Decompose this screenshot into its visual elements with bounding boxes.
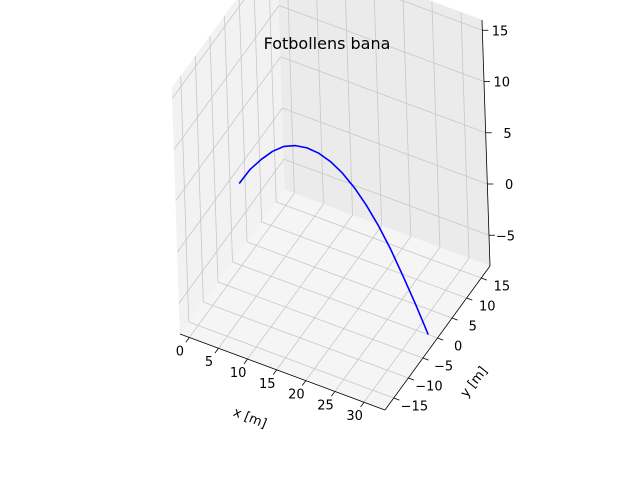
x-axis-line: [179, 333, 386, 411]
y-tick-mark: [437, 337, 444, 341]
x-tick-mark: [331, 391, 336, 397]
z-grid-left: [177, 107, 283, 253]
x-grid-back: [460, 12, 470, 259]
z-axis-line: [481, 19, 491, 267]
y-tick-label: 5: [469, 320, 477, 335]
y-tick-label: −5: [434, 360, 453, 375]
data-series: [238, 144, 429, 335]
x-tick-mark: [301, 380, 307, 386]
x-tick-mark: [360, 401, 365, 408]
y-tick-mark: [393, 397, 400, 401]
y-grid-left: [254, 0, 263, 223]
tick-marks: [179, 19, 495, 411]
x-tick-label: 20: [288, 388, 305, 403]
z-grid-left: [172, 0, 245, 99]
y-grid-left: [224, 15, 233, 263]
x-grid-back: [402, 0, 412, 237]
z-grid-back: [283, 158, 490, 236]
y-grid-left: [238, 0, 248, 243]
y-grid-floor: [203, 301, 409, 379]
y-tick-mark: [466, 297, 473, 301]
chart-title: Fotbollens bana: [264, 34, 391, 53]
x-tick-mark: [243, 358, 248, 365]
z-grid-left: [178, 159, 285, 304]
grid-lines: [172, 0, 490, 403]
z-grid-back: [280, 56, 486, 134]
y-tick-mark: [408, 377, 415, 381]
trajectory-line: [238, 144, 429, 335]
x-grid-back: [316, 0, 324, 205]
x-tick-label: 10: [230, 366, 247, 381]
x-tick-label: 15: [259, 377, 276, 392]
y-grid-left: [180, 75, 190, 323]
z-grid-left: [173, 5, 280, 150]
y-tick-label: 10: [479, 300, 496, 315]
z-grid-back: [399, 0, 483, 31]
y-grid-floor: [246, 241, 453, 319]
x-tick-label: 5: [205, 355, 213, 370]
x-tick-mark: [272, 369, 277, 375]
y-tick-label: −15: [401, 400, 428, 415]
y-tick-mark: [422, 357, 429, 361]
y-grid-left: [269, 0, 277, 203]
z-tick-label: −5: [496, 229, 515, 244]
y-grid-floor: [276, 201, 482, 279]
y-tick-label: 15: [494, 280, 511, 295]
x-tick-mark: [214, 348, 219, 354]
y-grid-floor: [188, 321, 394, 399]
z-tick-label: 15: [492, 24, 509, 39]
x-tick-label: 30: [346, 409, 363, 424]
y-tick-label: 0: [454, 340, 462, 355]
x-grid-back: [287, 0, 295, 194]
y-tick-mark: [481, 277, 488, 281]
y-grid-floor: [261, 221, 467, 299]
x-tick-label: 25: [317, 398, 334, 413]
x-tick-mark: [185, 337, 190, 343]
y-tick-mark: [451, 317, 458, 321]
z-tick-label: 0: [505, 178, 513, 193]
y-tick-label: −10: [415, 380, 442, 395]
y-grid-floor: [232, 261, 438, 339]
x-tick-label: 0: [176, 344, 184, 359]
x-grid-back: [345, 0, 353, 216]
x-grid-back: [431, 1, 441, 248]
z-grid-left: [175, 56, 281, 201]
z-tick-label: 10: [493, 76, 510, 91]
z-tick-label: 5: [503, 127, 511, 142]
y-grid-left: [194, 55, 204, 303]
x-grid-back: [373, 0, 383, 226]
y-grid-left: [209, 35, 219, 283]
z-grid-back: [278, 5, 485, 82]
z-grid-back: [282, 107, 488, 185]
y-grid-floor: [217, 281, 424, 359]
axes-panes: [171, 0, 491, 411]
